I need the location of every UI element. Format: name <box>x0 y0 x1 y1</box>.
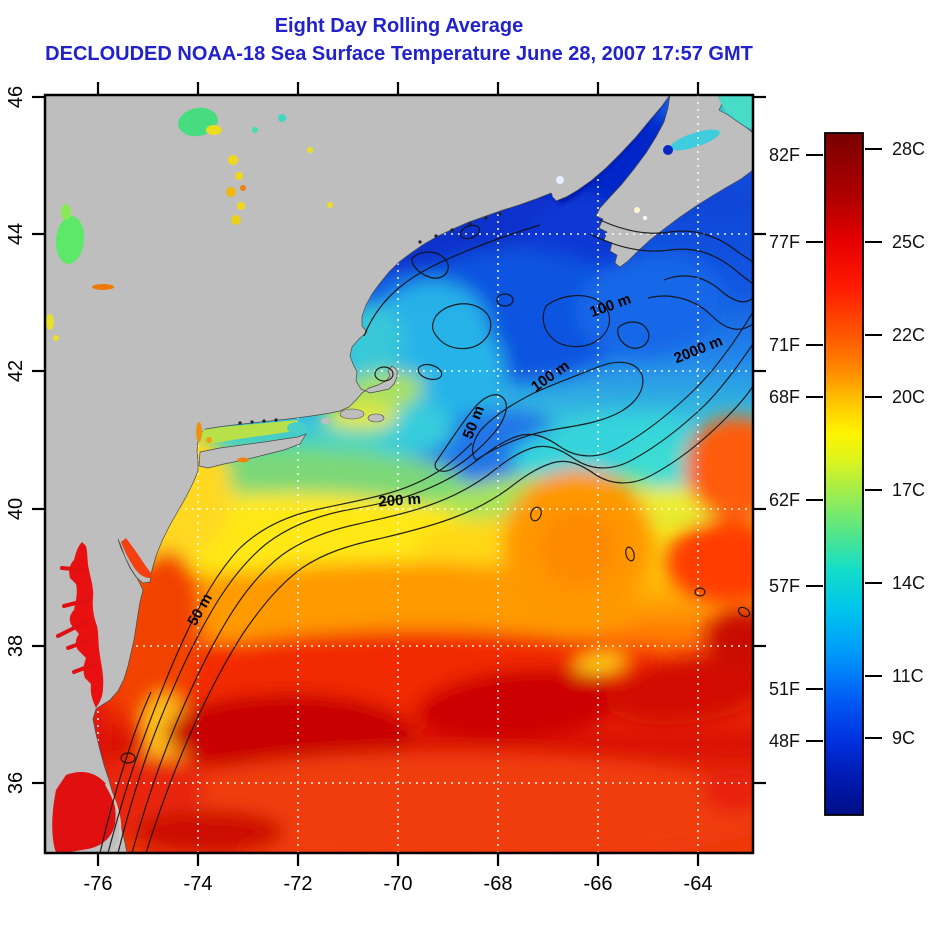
map-plot-area: 100 m 2000 m 100 m 50 m 200 m 50 m <box>45 95 753 853</box>
chesapeake-tributaries <box>56 566 97 674</box>
y-axis-tick-label: 36 <box>5 772 27 794</box>
gulf-st-lawrence-water <box>718 95 753 130</box>
chart-title: Eight Day Rolling Average <box>275 15 524 37</box>
colorbar-label-c: 14C <box>892 573 925 593</box>
y-axis-tick-label: 42 <box>5 360 27 382</box>
mainland-land <box>45 95 671 853</box>
colorbar-label-f: 82F <box>769 145 800 165</box>
colorbar-label-f: 62F <box>769 490 800 510</box>
delaware-bay-water <box>121 538 152 578</box>
axis-ticks <box>32 82 766 866</box>
x-axis-tick-label: -74 <box>184 873 213 895</box>
lake-and-cloud-speckles <box>46 107 647 463</box>
y-axis-tick-label: 46 <box>5 86 27 108</box>
x-axis-tick-label: -68 <box>484 873 513 895</box>
y-axis-tick-label: 44 <box>5 223 27 245</box>
marthas-vineyard-island <box>339 408 365 420</box>
colorbar-label-c: 25C <box>892 232 925 252</box>
colorbar-label-c: 20C <box>892 387 925 407</box>
x-axis-tick-label: -70 <box>384 873 413 895</box>
contour-label: 200 m <box>378 491 422 511</box>
long-island-sound-water <box>201 420 302 444</box>
x-axis-tick-label: -64 <box>684 873 713 895</box>
colorbar-label-c: 28C <box>892 139 925 159</box>
colorbar-label-f: 57F <box>769 576 800 596</box>
colorbar-label-f: 71F <box>769 335 800 355</box>
chesapeake-bay-water <box>69 542 104 708</box>
block-island <box>321 418 331 424</box>
colorbar-label-c: 22C <box>892 325 925 345</box>
y-axis-tick-label: 38 <box>5 635 27 657</box>
bathymetry-contours <box>99 219 753 853</box>
colorbar-label-f: 77F <box>769 232 800 252</box>
colorbar-gradient <box>824 132 864 816</box>
colorbar-label-f: 68F <box>769 387 800 407</box>
x-axis-labels: -76 -74 -72 -70 -68 -66 -64 <box>84 873 713 895</box>
colorbar-label-f: 48F <box>769 731 800 751</box>
colorbar-label-f: 51F <box>769 679 800 699</box>
x-axis-tick-label: -66 <box>584 873 613 895</box>
nantucket-island <box>367 413 385 423</box>
pamlico-sound-water <box>52 771 116 853</box>
y-axis-tick-label: 40 <box>5 498 27 520</box>
colorbar-celsius-labels: 28C 25C 22C 20C 17C 14C 11C 9C <box>892 139 925 748</box>
colorbar-ticks <box>806 148 882 742</box>
colorbar-label-c: 17C <box>892 480 925 500</box>
minas-channel-water <box>663 145 673 155</box>
block-island-sound-water <box>287 422 307 434</box>
y-axis-labels: 46 44 42 40 38 36 <box>5 86 27 794</box>
colorbar-label-c: 9C <box>892 728 915 748</box>
colorbar-label-c: 11C <box>892 666 924 686</box>
minas-basin-water <box>670 129 720 151</box>
long-island-land <box>198 433 307 469</box>
colorbar-fahrenheit-labels: 82F 77F 71F 68F 62F 57F 51F 48F <box>769 145 800 751</box>
grand-manan-island <box>552 189 564 199</box>
x-axis-tick-label: -76 <box>84 873 113 895</box>
x-axis-tick-label: -72 <box>284 873 313 895</box>
chart-subtitle: DECLOUDED NOAA-18 Sea Surface Temperatur… <box>45 43 753 65</box>
colorbar: 82F 77F 71F 68F 62F 57F 51F 48F 28C 25C … <box>769 132 925 816</box>
